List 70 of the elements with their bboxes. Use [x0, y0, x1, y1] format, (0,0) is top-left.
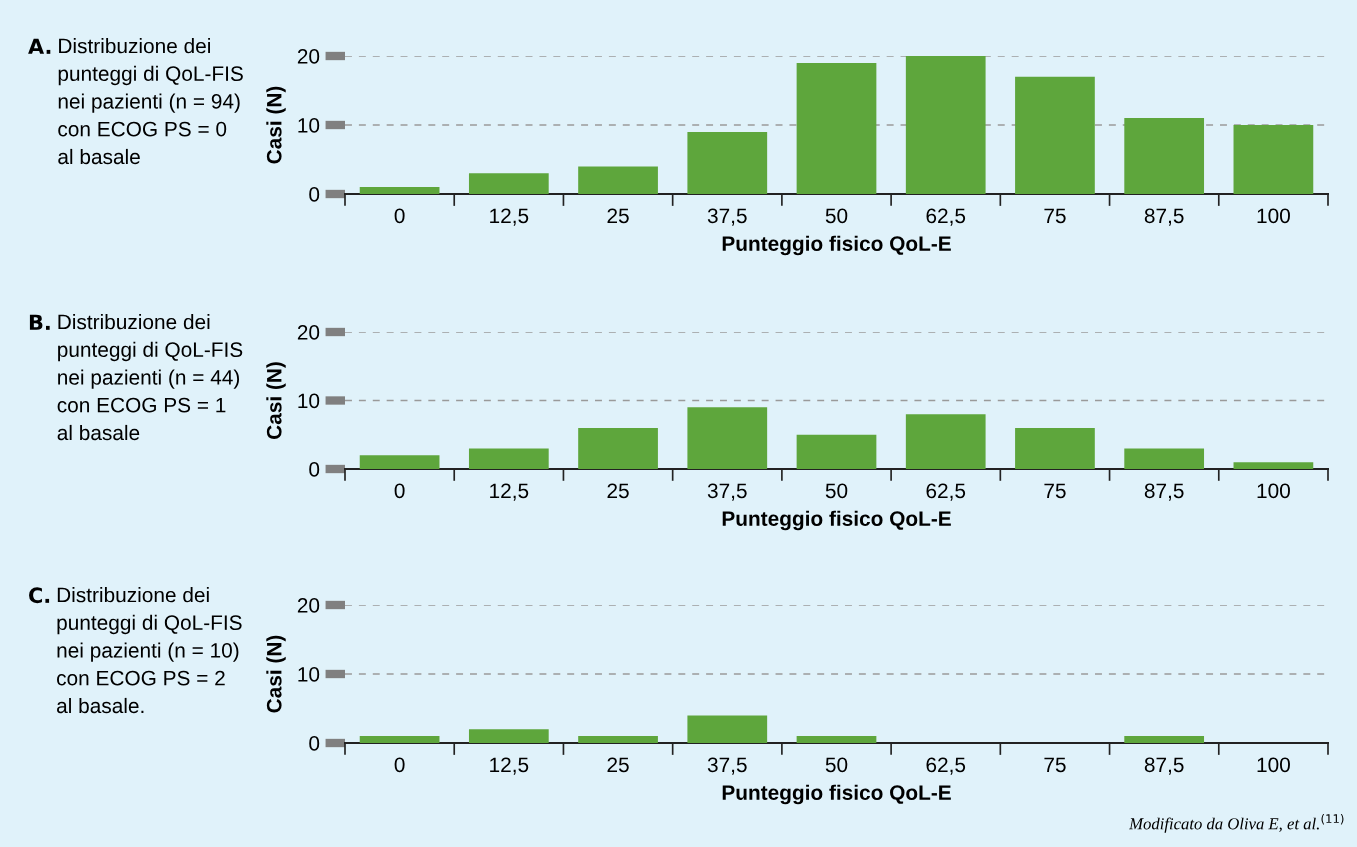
text: B. Distribuzione dei punteggi di QoL-FIS nei pazienti (n = 44) con ECOG PS = 1 al basale — [29, 314, 243, 441]
x-tick-label: 12,5 — [490, 208, 529, 226]
bar — [578, 736, 658, 743]
x-tick-label: 37,5 — [707, 208, 747, 226]
bar — [687, 131, 768, 194]
y-tick-label: 20 — [297, 49, 320, 64]
y-tick-label: 0 — [309, 462, 320, 477]
x-tick-label: 50 — [825, 208, 848, 224]
x-tick-label: 100 — [1257, 483, 1290, 499]
x-tick-label: 87,5 — [1144, 483, 1184, 501]
bar — [578, 427, 658, 469]
x-tick-label: 12,5 — [490, 483, 529, 501]
x-tick-label: 25 — [607, 483, 629, 499]
x-tick-label: 37,5 — [707, 757, 747, 775]
x-tick-label: 25 — [607, 208, 629, 224]
x-tick-label: 12,5 — [490, 757, 529, 775]
x-axis-title: Punteggio fisico QoL-E — [722, 510, 951, 531]
x-tick-label: 0 — [394, 757, 405, 773]
bar — [359, 455, 440, 469]
x-tick-label: 62,5 — [926, 208, 966, 226]
x-tick-label: 75 — [1044, 757, 1066, 773]
bar — [1015, 76, 1095, 194]
bar — [359, 187, 440, 194]
x-tick-label: 75 — [1044, 483, 1066, 499]
x-tick-label: 37,5 — [707, 483, 747, 501]
x-tick-label: 50 — [825, 483, 848, 499]
y-tick-label: 20 — [297, 325, 320, 340]
bar — [1124, 118, 1205, 194]
bar — [687, 407, 768, 469]
bar — [1124, 448, 1205, 469]
x-tick-label: 100 — [1257, 757, 1290, 773]
x-tick-label: 62,5 — [926, 757, 966, 775]
x-axis-title: Punteggio fisico QoL-E — [722, 784, 951, 805]
x-axis-title: Punteggio fisico QoL-E — [722, 235, 951, 256]
bar — [1124, 736, 1205, 743]
bar — [1015, 427, 1095, 469]
y-axis-title: Casi (N) — [266, 362, 286, 439]
x-tick-label: 0 — [394, 208, 405, 224]
bar — [1233, 462, 1314, 469]
x-tick-label: 87,5 — [1144, 208, 1184, 226]
bar — [468, 448, 549, 469]
x-tick-label: 87,5 — [1144, 757, 1184, 775]
y-axis-title: Casi (N) — [266, 86, 286, 164]
bar — [905, 414, 986, 469]
y-tick-label: 10 — [298, 667, 320, 682]
y-tick-label: 0 — [309, 736, 320, 751]
bar — [578, 166, 658, 194]
bar — [796, 434, 877, 469]
x-tick-label: 62,5 — [926, 483, 966, 501]
x-tick-label: 25 — [607, 757, 629, 773]
bar — [796, 62, 877, 194]
bar — [468, 173, 549, 194]
x-tick-label: 75 — [1044, 208, 1066, 224]
y-tick-label: 10 — [298, 393, 320, 409]
bar — [359, 736, 440, 743]
text: Modificato da Oliva E, et al.$^{(11)}$ — [1128, 814, 1344, 833]
y-tick-label: 10 — [298, 118, 320, 133]
y-axis-title: Casi (N) — [266, 635, 286, 713]
bar — [796, 736, 877, 743]
x-tick-label: 0 — [394, 483, 405, 499]
y-tick-label: 0 — [309, 187, 320, 202]
text: C. Distribuzione dei punteggi di QoL-FIS nei pazienti (n = 10) con ECOG PS = 2 al basale. — [29, 587, 242, 714]
x-tick-label: 100 — [1257, 208, 1290, 224]
bar — [905, 56, 986, 194]
text: A. Distribuzione dei punteggi di QoL-FIS nei pazienti (n = 94) con ECOG PS = 0 al basale — [28, 38, 243, 165]
x-tick-label: 50 — [825, 757, 848, 773]
bar — [1233, 125, 1314, 194]
y-tick-label: 20 — [297, 598, 320, 613]
bar — [687, 715, 768, 743]
bar — [468, 729, 549, 743]
